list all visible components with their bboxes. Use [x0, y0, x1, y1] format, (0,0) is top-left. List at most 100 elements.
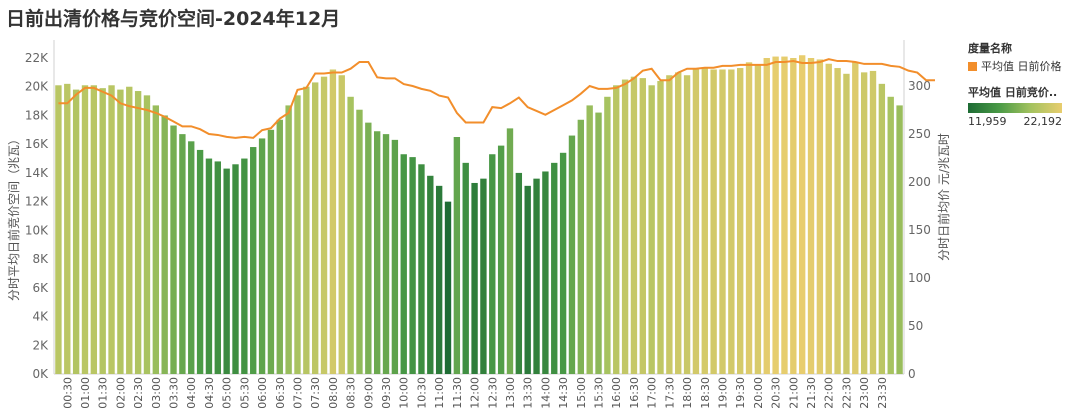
bar — [869, 70, 877, 375]
bar — [586, 105, 593, 375]
x-tick-label: 02:00 — [114, 377, 127, 409]
y-tick-label: 20K — [25, 80, 49, 94]
legend-title: 度量名称 — [968, 42, 1012, 55]
bar — [161, 115, 168, 374]
bar — [179, 134, 186, 374]
bar — [807, 58, 815, 374]
y-tick-label: 6K — [32, 281, 49, 295]
x-tick-label: 12:30 — [486, 377, 499, 409]
bar — [657, 80, 664, 374]
bar — [551, 162, 558, 374]
bar — [710, 69, 717, 375]
bar — [347, 96, 354, 374]
legend-item-label: 平均值 日前价格 — [981, 60, 1062, 73]
bar — [373, 131, 381, 374]
bar — [595, 112, 602, 374]
bar — [825, 63, 832, 374]
x-tick-label: 11:00 — [433, 377, 446, 409]
y-tick-label: 0K — [32, 367, 49, 381]
bar — [719, 69, 726, 375]
y-tick-label: 18K — [25, 108, 49, 122]
x-tick-label: 07:00 — [291, 377, 304, 409]
x-tick-label: 19:00 — [716, 377, 729, 409]
x-tick-label: 03:30 — [168, 377, 181, 409]
y-tick-label: 4K — [32, 310, 49, 324]
bar — [134, 91, 142, 374]
bar — [604, 96, 611, 374]
price-line — [58, 58, 935, 139]
x-tick-label: 10:30 — [415, 377, 428, 409]
color-max-label: 22,192 — [1023, 115, 1063, 128]
x-tick-label: 07:30 — [309, 377, 322, 409]
x-tick-label: 09:00 — [362, 377, 375, 409]
bar — [648, 85, 655, 374]
bar — [453, 137, 461, 374]
x-tick-label: 14:30 — [557, 377, 570, 409]
x-tick-label: 20:30 — [770, 377, 783, 409]
bar — [737, 68, 744, 375]
x-tick-label: 22:00 — [823, 377, 836, 409]
x-tick-label: 04:30 — [203, 377, 216, 409]
bar — [90, 85, 98, 374]
x-tick-label: 12:00 — [469, 377, 482, 409]
color-min-label: 11,959 — [968, 115, 1007, 128]
x-tick-label: 10:00 — [398, 377, 411, 409]
color-gradient-bar — [968, 103, 1062, 113]
x-tick-label: 15:30 — [593, 377, 606, 409]
bar — [418, 164, 425, 374]
bar — [391, 139, 399, 374]
bar — [692, 69, 700, 375]
x-tick-label: 06:00 — [256, 377, 269, 409]
bar — [462, 162, 469, 374]
bar — [878, 83, 886, 374]
x-tick-label: 16:00 — [610, 377, 623, 409]
legend-item-price[interactable]: 平均值 日前价格 — [968, 58, 1080, 74]
x-tick-label: 17:30 — [663, 377, 676, 409]
x-tick-label: 00:30 — [61, 377, 74, 409]
bar — [232, 164, 239, 374]
x-tick-label: 17:00 — [646, 377, 659, 409]
y2-tick-label: 150 — [908, 223, 931, 237]
bar — [267, 129, 275, 374]
x-tick-label: 20:00 — [752, 377, 765, 409]
bar — [639, 78, 646, 375]
bar — [745, 62, 753, 375]
x-tick-label: 13:30 — [522, 377, 535, 409]
bar — [559, 152, 567, 374]
bar — [258, 138, 266, 374]
bar — [64, 83, 71, 374]
chart-title: 日前出清价格与竞价空间-2024年12月 — [6, 8, 341, 30]
x-tick-label: 02:30 — [132, 377, 145, 409]
x-tick-label: 06:30 — [274, 377, 287, 409]
bar — [81, 85, 89, 374]
x-tick-label: 01:30 — [97, 377, 110, 409]
bar — [143, 95, 151, 374]
bar — [852, 62, 859, 375]
legend: 度量名称 平均值 日前价格 平均值 日前竞价.. 11,959 22,192 — [968, 40, 1080, 128]
x-tick-label: 09:30 — [380, 377, 393, 409]
y-tick-label: 16K — [25, 137, 49, 151]
x-tick-label: 18:30 — [699, 377, 712, 409]
bar — [338, 75, 345, 375]
x-tick-label: 11:30 — [451, 377, 464, 409]
bar — [701, 68, 708, 375]
bar — [285, 105, 292, 375]
x-tick-label: 23:30 — [876, 377, 889, 409]
bar — [196, 149, 204, 374]
bar — [763, 58, 770, 374]
bar — [772, 56, 779, 375]
bar — [834, 68, 841, 375]
x-tick-label: 18:00 — [681, 377, 694, 409]
bar — [241, 158, 248, 374]
x-tick-label: 22:30 — [840, 377, 853, 409]
y-tick-label: 22K — [25, 51, 49, 65]
y2-tick-label: 200 — [908, 175, 931, 189]
bar — [152, 105, 160, 375]
bar — [117, 89, 124, 374]
bar — [887, 96, 894, 374]
y-tick-label: 14K — [25, 166, 49, 180]
y-tick-label: 8K — [32, 252, 49, 266]
bar — [99, 88, 106, 374]
y-tick-label: 2K — [32, 338, 49, 352]
bar — [860, 72, 868, 375]
